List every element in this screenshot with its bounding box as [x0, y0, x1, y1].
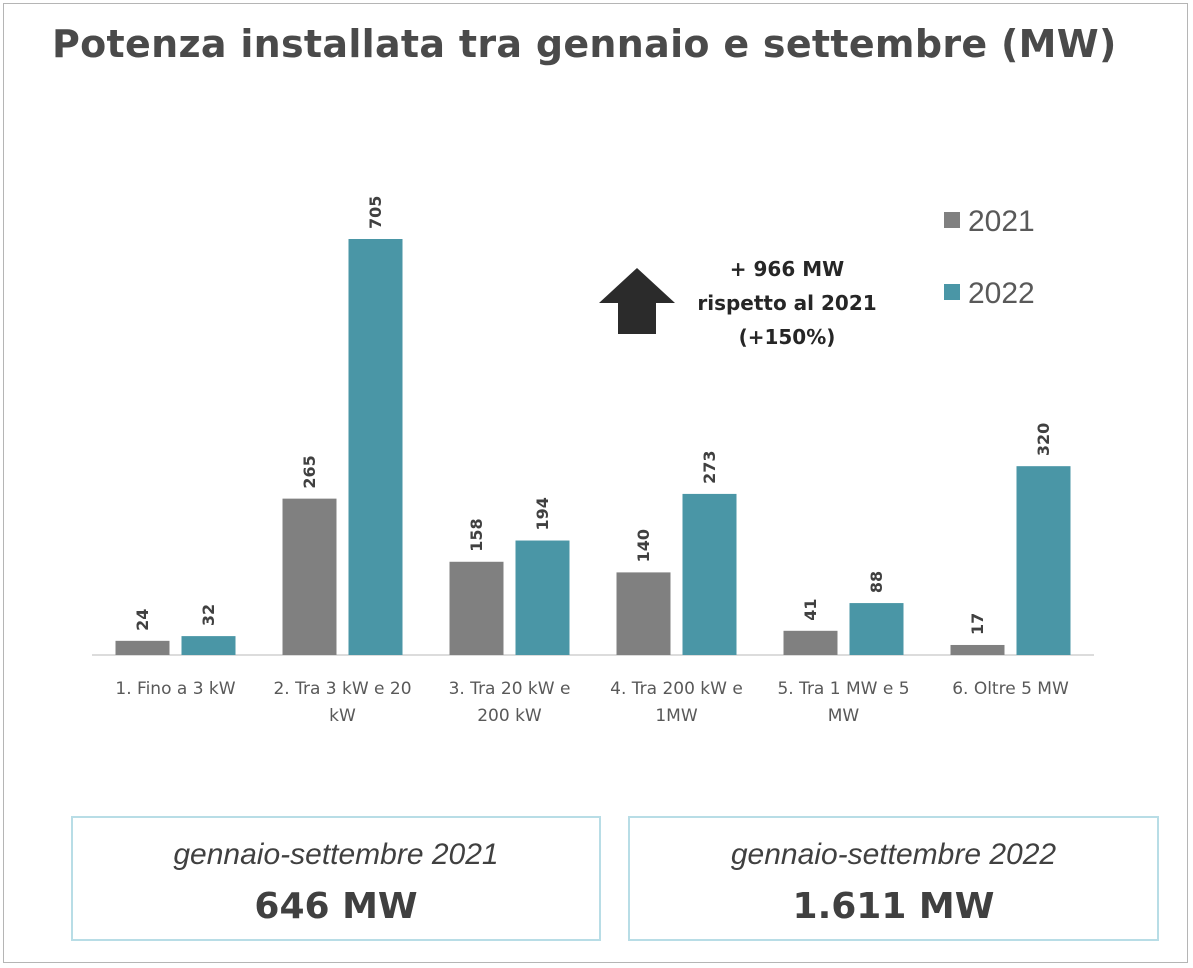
value-label-2022-cat-4: 273 — [700, 451, 719, 484]
bar-2022-cat-1 — [181, 636, 236, 655]
category-label-2-line-1: 2. Tra 3 kW e 20 — [273, 679, 411, 699]
bar-2021-cat-2 — [282, 498, 337, 655]
category-labels: 1. Fino a 3 kW 2. Tra 3 kW e 20 kW 3. Tra 2… — [115, 679, 1069, 726]
legend-label-2021: 2021 — [968, 205, 1035, 238]
category-label-5-line-1: 5. Tra 1 MW e 5 — [777, 679, 909, 699]
value-label-2022-cat-3: 194 — [533, 497, 552, 530]
chart-frame — [3, 3, 1188, 963]
bar-value-labels: 24 32 265 705 158 194 140 273 41 88 17 320 — [133, 196, 1053, 635]
summary-value-2021: 646 MW — [254, 886, 418, 927]
annotation-line-2: rispetto al 2021 — [697, 291, 876, 315]
value-label-2021-cat-4: 140 — [634, 529, 653, 562]
category-label-2-line-2: kW — [329, 706, 356, 726]
up-arrow-icon — [599, 268, 675, 334]
bar-2022-cat-2 — [348, 239, 403, 655]
bar-2021-cat-5 — [783, 630, 838, 655]
chart-title: Potenza installata tra gennaio e settemb… — [52, 22, 1117, 66]
bars-group — [115, 239, 1071, 655]
value-label-2022-cat-6: 320 — [1034, 423, 1053, 456]
category-label-1-line-1: 1. Fino a 3 kW — [115, 679, 235, 699]
category-label-4-line-1: 4. Tra 200 kW e — [610, 679, 743, 699]
bar-2021-cat-4 — [616, 572, 671, 655]
bar-2021-cat-3 — [449, 561, 504, 655]
value-label-2022-cat-5: 88 — [867, 571, 886, 593]
growth-annotation: + 966 MW rispetto al 2021 (+150%) — [599, 257, 877, 349]
value-label-2022-cat-2: 705 — [366, 196, 385, 229]
legend-swatch-2022 — [944, 284, 960, 300]
value-label-2021-cat-5: 41 — [801, 599, 820, 621]
bar-chart: 24 32 265 705 158 194 140 273 41 88 17 320 1. Fino … — [92, 196, 1094, 726]
summary-box-2022: gennaio-settembre 2022 1.611 MW — [628, 816, 1159, 941]
category-label-6-line-1: 6. Oltre 5 MW — [952, 679, 1069, 699]
category-label-4-line-2: 1MW — [655, 706, 697, 726]
value-label-2021-cat-2: 265 — [300, 455, 319, 488]
summary-value-2022: 1.611 MW — [792, 886, 995, 927]
value-label-2021-cat-1: 24 — [133, 609, 152, 631]
legend-swatch-2021 — [944, 212, 960, 228]
summary-period-2021: gennaio-settembre 2021 — [173, 838, 499, 871]
value-label-2021-cat-6: 17 — [968, 613, 987, 635]
summary-period-2022: gennaio-settembre 2022 — [730, 838, 1057, 871]
bar-2021-cat-6 — [950, 644, 1005, 655]
bar-2022-cat-6 — [1016, 466, 1071, 655]
category-label-5-line-2: MW — [828, 706, 860, 726]
summary-box-2021: gennaio-settembre 2021 646 MW — [71, 816, 601, 941]
category-label-3-line-2: 200 kW — [477, 706, 542, 726]
bar-2022-cat-3 — [515, 540, 570, 655]
bar-2022-cat-5 — [849, 603, 904, 655]
legend-label-2022: 2022 — [968, 277, 1035, 310]
value-label-2021-cat-3: 158 — [467, 518, 486, 551]
annotation-line-1: + 966 MW — [730, 257, 844, 281]
bar-2022-cat-4 — [682, 493, 737, 655]
value-label-2022-cat-1: 32 — [199, 604, 218, 626]
annotation-line-3: (+150%) — [739, 325, 836, 349]
category-label-3-line-1: 3. Tra 20 kW e — [449, 679, 571, 699]
legend: 2021 2022 — [944, 205, 1035, 310]
bar-2021-cat-1 — [115, 640, 170, 655]
